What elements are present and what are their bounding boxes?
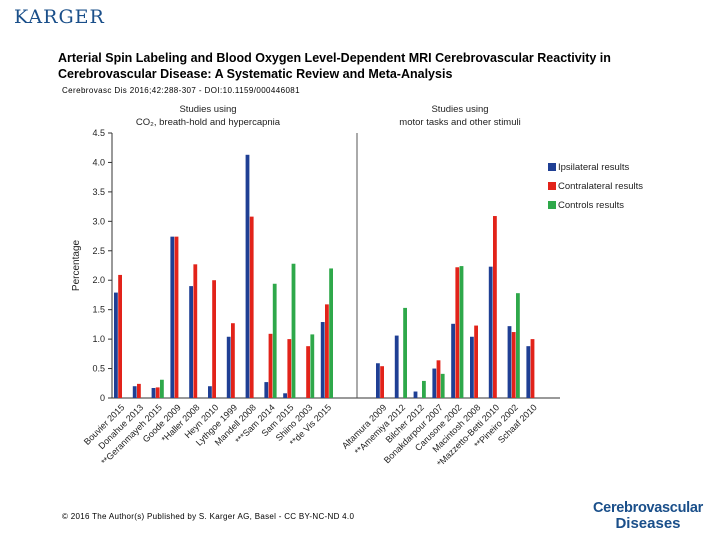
bar-2 bbox=[291, 263, 296, 398]
bar-1 bbox=[455, 267, 460, 398]
bar-0 bbox=[132, 386, 137, 398]
bar-1 bbox=[530, 339, 535, 398]
bar-0 bbox=[507, 326, 512, 398]
bar-1 bbox=[325, 304, 329, 398]
bar-1 bbox=[212, 280, 216, 398]
group-title: Studies using bbox=[179, 104, 236, 115]
bar-1 bbox=[118, 274, 122, 398]
copyright-line: © 2016 The Author(s) Published by S. Kar… bbox=[62, 512, 355, 521]
bar-1 bbox=[155, 387, 160, 398]
legend-swatch bbox=[548, 201, 556, 209]
group-title: motor tasks and other stimuli bbox=[399, 117, 520, 128]
bar-0 bbox=[114, 292, 118, 398]
bar-1 bbox=[193, 264, 198, 398]
bar-2 bbox=[516, 293, 520, 398]
bar-1 bbox=[268, 333, 273, 398]
y-tick-label: 0 bbox=[100, 393, 105, 403]
y-tick-label: 4.5 bbox=[92, 128, 105, 138]
bar-0 bbox=[413, 391, 418, 398]
y-tick-label: 2.5 bbox=[92, 246, 105, 256]
bar-2 bbox=[422, 380, 426, 398]
legend-label: Ipsilateral results bbox=[558, 162, 630, 173]
bar-2 bbox=[272, 283, 277, 398]
bar-0 bbox=[226, 336, 231, 398]
y-tick-label: 0.5 bbox=[92, 364, 105, 374]
y-tick-label: 1.0 bbox=[92, 334, 105, 344]
bar-1 bbox=[231, 323, 235, 398]
legend-label: Controls results bbox=[558, 200, 624, 211]
bar-0 bbox=[488, 266, 493, 398]
y-tick-label: 2.0 bbox=[92, 275, 105, 285]
bar-0 bbox=[283, 393, 287, 398]
bar-0 bbox=[470, 336, 474, 398]
bar-0 bbox=[320, 322, 325, 398]
bar-1 bbox=[249, 216, 254, 398]
bar-1 bbox=[380, 366, 384, 398]
bar-0 bbox=[451, 323, 455, 398]
bar-0 bbox=[432, 368, 437, 398]
y-axis-title: Percentage bbox=[71, 239, 82, 291]
bar-0 bbox=[245, 154, 250, 398]
bar-2 bbox=[160, 379, 164, 398]
bar-0 bbox=[264, 382, 269, 398]
y-tick-label: 4.0 bbox=[92, 157, 105, 167]
bar-2 bbox=[459, 266, 464, 398]
legend-swatch bbox=[548, 182, 556, 190]
bar-0 bbox=[394, 335, 399, 398]
bar-0 bbox=[208, 386, 212, 398]
slide-title: Arterial Spin Labeling and Blood Oxygen … bbox=[58, 51, 611, 81]
bar-2 bbox=[310, 334, 315, 398]
journal-logo-line2: Diseases bbox=[615, 515, 681, 532]
citation-line: Cerebrovasc Dis 2016;42:288-307 - DOI:10… bbox=[62, 86, 300, 95]
y-tick-label: 3.0 bbox=[92, 216, 105, 226]
journal-logo-line1: Cerebrovascular bbox=[593, 500, 703, 516]
legend-swatch bbox=[548, 163, 556, 171]
bar-2 bbox=[403, 307, 407, 398]
legend-label: Contralateral results bbox=[558, 181, 643, 192]
bar-0 bbox=[376, 363, 380, 398]
bar-1 bbox=[287, 339, 292, 398]
bar-1 bbox=[174, 236, 179, 398]
group-title: Studies using bbox=[431, 104, 488, 115]
bar-1 bbox=[493, 216, 497, 398]
bar-chart: 0 0.5 1.0 1.5 2.0 2.5 3.0 3.5 4.0 4.5 Percentage St… bbox=[71, 104, 643, 468]
bar-1 bbox=[511, 332, 516, 398]
bar-1 bbox=[436, 360, 441, 398]
bar-2 bbox=[440, 373, 445, 398]
bar-2 bbox=[329, 268, 333, 398]
karger-logo: KARGER bbox=[14, 6, 105, 28]
y-tick-label: 3.5 bbox=[92, 187, 105, 197]
bar-1 bbox=[474, 325, 478, 398]
bar-0 bbox=[151, 387, 156, 398]
journal-logo: Cerebrovascular Diseases bbox=[586, 500, 710, 532]
bar-1 bbox=[306, 346, 310, 398]
bar-0 bbox=[526, 346, 531, 398]
group-title: CO₂, breath-hold and hypercapnia bbox=[136, 117, 281, 128]
bar-0 bbox=[170, 236, 175, 398]
bar-1 bbox=[137, 383, 141, 398]
bar-0 bbox=[189, 286, 193, 398]
y-tick-label: 1.5 bbox=[92, 305, 105, 315]
